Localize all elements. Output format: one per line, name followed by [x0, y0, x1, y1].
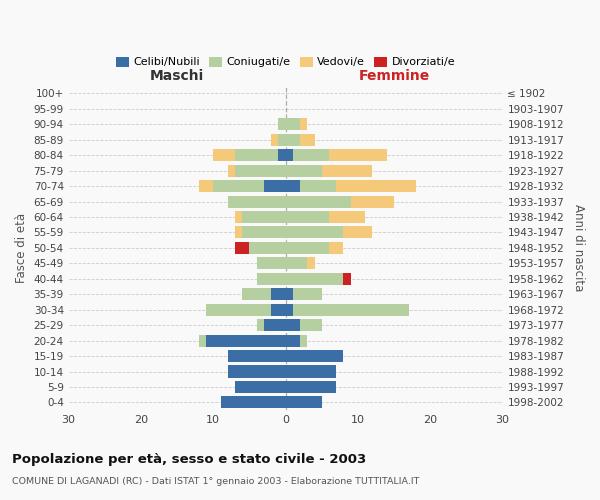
Bar — [271, 304, 286, 316]
Bar — [213, 149, 235, 161]
Bar — [250, 242, 286, 254]
Bar — [264, 319, 286, 331]
Text: Maschi: Maschi — [150, 68, 204, 82]
Bar — [286, 258, 307, 270]
Bar — [286, 226, 343, 238]
Bar — [300, 334, 307, 346]
Bar — [286, 334, 300, 346]
Bar — [271, 288, 286, 300]
Bar — [242, 226, 286, 238]
Bar — [329, 211, 365, 223]
Bar — [257, 319, 264, 331]
Bar — [235, 211, 242, 223]
Bar — [278, 134, 286, 146]
Bar — [286, 242, 329, 254]
Bar — [286, 319, 300, 331]
Text: COMUNE DI LAGANADI (RC) - Dati ISTAT 1° gennaio 2003 - Elaborazione TUTTITALIA.I: COMUNE DI LAGANADI (RC) - Dati ISTAT 1° … — [12, 478, 419, 486]
Bar — [242, 288, 271, 300]
Bar — [235, 242, 250, 254]
Bar — [293, 288, 322, 300]
Bar — [286, 273, 343, 285]
Bar — [235, 164, 286, 176]
Bar — [307, 258, 314, 270]
Bar — [322, 164, 373, 176]
Bar — [336, 180, 416, 192]
Bar — [300, 134, 314, 146]
Bar — [286, 381, 336, 393]
Bar — [206, 304, 271, 316]
Bar — [228, 350, 286, 362]
Bar — [228, 366, 286, 378]
Bar — [286, 211, 329, 223]
Bar — [257, 258, 286, 270]
Bar — [199, 334, 206, 346]
Bar — [300, 180, 336, 192]
Bar — [300, 319, 322, 331]
Y-axis label: Anni di nascita: Anni di nascita — [572, 204, 585, 292]
Bar — [206, 334, 286, 346]
Bar — [213, 180, 264, 192]
Bar — [228, 196, 286, 207]
Y-axis label: Fasce di età: Fasce di età — [15, 213, 28, 283]
Text: Popolazione per età, sesso e stato civile - 2003: Popolazione per età, sesso e stato civil… — [12, 452, 366, 466]
Bar — [286, 304, 293, 316]
Bar — [278, 149, 286, 161]
Bar — [235, 149, 278, 161]
Bar — [286, 149, 293, 161]
Legend: Celibi/Nubili, Coniugati/e, Vedovi/e, Divorziati/e: Celibi/Nubili, Coniugati/e, Vedovi/e, Di… — [111, 52, 460, 72]
Bar — [199, 180, 213, 192]
Bar — [235, 381, 286, 393]
Bar — [228, 164, 235, 176]
Bar — [329, 149, 387, 161]
Bar — [257, 273, 286, 285]
Bar — [286, 366, 336, 378]
Bar — [286, 118, 300, 130]
Bar — [242, 211, 286, 223]
Bar — [286, 196, 350, 207]
Bar — [286, 288, 293, 300]
Text: Femmine: Femmine — [358, 68, 430, 82]
Bar — [293, 304, 409, 316]
Bar — [343, 226, 373, 238]
Bar — [286, 396, 322, 408]
Bar — [278, 118, 286, 130]
Bar — [286, 180, 300, 192]
Bar — [329, 242, 343, 254]
Bar — [271, 134, 278, 146]
Bar — [300, 118, 307, 130]
Bar — [286, 134, 300, 146]
Bar — [264, 180, 286, 192]
Bar — [343, 273, 350, 285]
Bar — [350, 196, 394, 207]
Bar — [235, 226, 242, 238]
Bar — [293, 149, 329, 161]
Bar — [221, 396, 286, 408]
Bar — [286, 164, 322, 176]
Bar — [286, 350, 343, 362]
